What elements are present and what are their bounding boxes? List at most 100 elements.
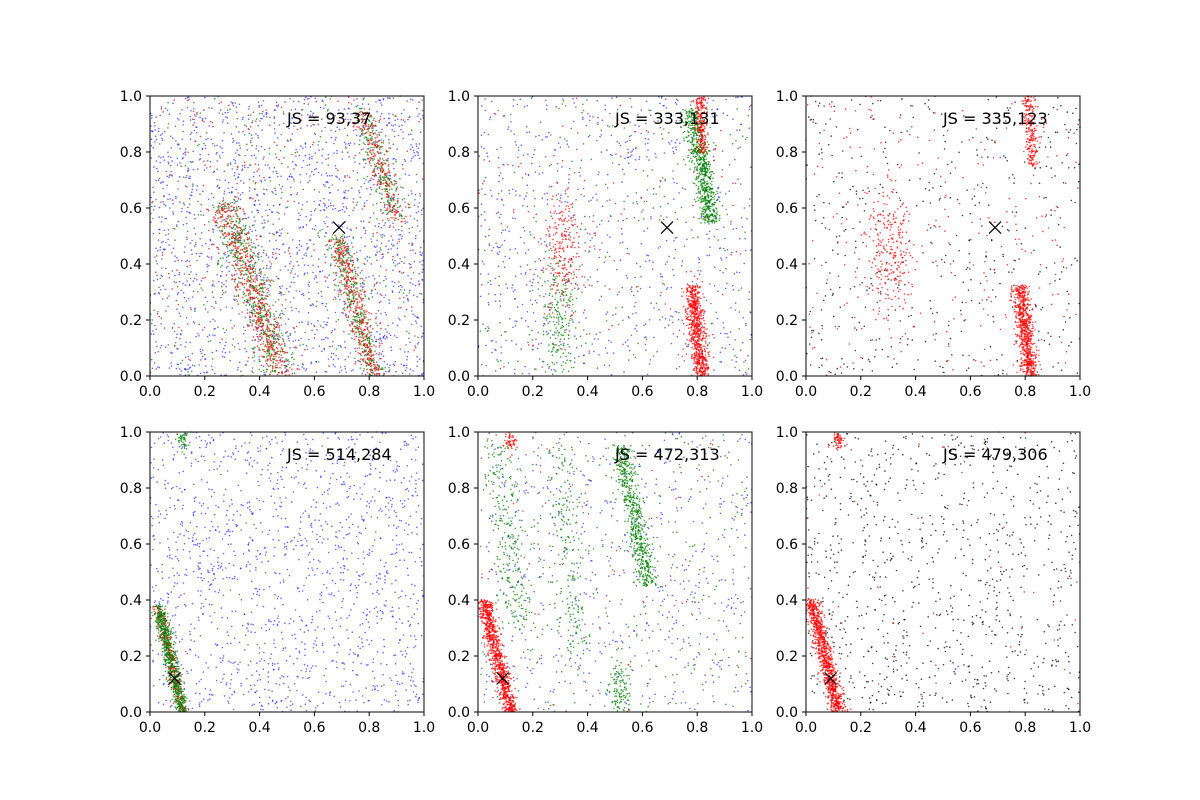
data-point bbox=[189, 119, 192, 121]
data-point bbox=[516, 306, 519, 308]
data-point bbox=[156, 263, 158, 265]
data-point bbox=[151, 201, 154, 203]
data-point bbox=[376, 188, 378, 190]
data-point bbox=[247, 245, 250, 247]
data-point bbox=[273, 315, 275, 317]
data-point bbox=[191, 352, 194, 355]
data-point bbox=[352, 283, 354, 286]
data-point bbox=[272, 204, 275, 207]
data-point bbox=[184, 246, 186, 248]
data-point bbox=[307, 323, 309, 325]
data-point bbox=[286, 351, 289, 354]
data-point bbox=[343, 235, 346, 238]
data-point bbox=[252, 306, 255, 308]
data-point bbox=[253, 347, 255, 349]
data-point bbox=[728, 164, 731, 166]
data-point bbox=[375, 120, 377, 123]
data-point bbox=[325, 371, 328, 373]
data-point bbox=[160, 344, 163, 347]
data-point bbox=[346, 270, 348, 272]
data-point bbox=[394, 209, 397, 211]
data-point bbox=[290, 261, 292, 263]
data-point bbox=[346, 319, 349, 322]
data-point bbox=[339, 257, 342, 260]
data-point bbox=[351, 264, 354, 266]
data-point bbox=[381, 233, 384, 236]
data-point bbox=[487, 273, 490, 275]
data-point bbox=[335, 274, 338, 277]
data-point bbox=[278, 314, 281, 316]
data-point bbox=[227, 111, 229, 114]
data-point bbox=[257, 124, 259, 127]
data-point bbox=[273, 342, 275, 345]
data-point bbox=[341, 158, 344, 160]
data-point bbox=[326, 324, 328, 326]
data-point bbox=[225, 306, 228, 308]
data-point bbox=[394, 265, 397, 267]
data-point bbox=[274, 187, 276, 189]
data-point bbox=[343, 303, 346, 305]
data-point bbox=[221, 351, 224, 353]
data-point bbox=[517, 149, 520, 152]
data-point bbox=[262, 343, 264, 345]
data-point bbox=[353, 143, 356, 145]
data-point bbox=[376, 292, 379, 294]
data-point bbox=[358, 163, 361, 165]
data-point bbox=[236, 289, 238, 292]
data-point bbox=[362, 132, 364, 134]
data-point bbox=[286, 331, 289, 333]
data-point bbox=[160, 201, 162, 203]
data-point bbox=[375, 190, 378, 193]
data-point bbox=[198, 323, 200, 326]
data-point bbox=[203, 121, 205, 123]
data-point bbox=[225, 267, 228, 269]
data-point bbox=[269, 346, 271, 348]
data-point bbox=[231, 344, 234, 346]
data-point bbox=[409, 281, 412, 284]
data-point bbox=[347, 356, 350, 358]
data-point bbox=[186, 280, 189, 282]
data-point bbox=[227, 265, 229, 268]
data-point bbox=[380, 141, 383, 144]
data-point bbox=[266, 280, 268, 282]
data-point bbox=[398, 125, 401, 127]
data-point bbox=[308, 97, 310, 100]
data-point bbox=[289, 255, 292, 258]
data-point bbox=[152, 232, 155, 235]
data-point bbox=[279, 344, 281, 347]
data-point bbox=[400, 237, 403, 240]
data-point bbox=[354, 362, 356, 365]
data-point bbox=[301, 166, 303, 169]
data-point bbox=[272, 232, 274, 235]
data-point bbox=[233, 202, 236, 204]
data-point bbox=[380, 139, 383, 141]
data-point bbox=[324, 276, 326, 278]
data-point bbox=[410, 144, 412, 146]
data-point bbox=[362, 343, 365, 346]
data-point bbox=[371, 354, 373, 356]
data-point bbox=[215, 224, 217, 227]
data-point bbox=[267, 309, 269, 311]
data-point bbox=[387, 195, 389, 198]
data-point bbox=[413, 349, 416, 351]
data-point bbox=[635, 312, 637, 314]
data-point bbox=[349, 324, 351, 326]
data-point bbox=[352, 292, 355, 294]
data-point bbox=[353, 266, 356, 269]
data-point bbox=[630, 334, 633, 337]
data-point bbox=[684, 163, 687, 166]
data-point bbox=[237, 281, 240, 283]
data-point bbox=[366, 151, 369, 154]
data-point bbox=[400, 363, 403, 366]
data-point bbox=[229, 202, 232, 204]
data-point bbox=[344, 358, 347, 361]
data-point bbox=[159, 114, 161, 117]
data-point bbox=[263, 355, 265, 358]
data-point bbox=[421, 178, 424, 180]
data-point bbox=[240, 237, 242, 240]
data-point bbox=[244, 251, 246, 253]
data-point bbox=[387, 324, 389, 327]
data-point bbox=[359, 139, 361, 142]
data-point bbox=[169, 164, 172, 167]
data-point bbox=[215, 219, 218, 222]
